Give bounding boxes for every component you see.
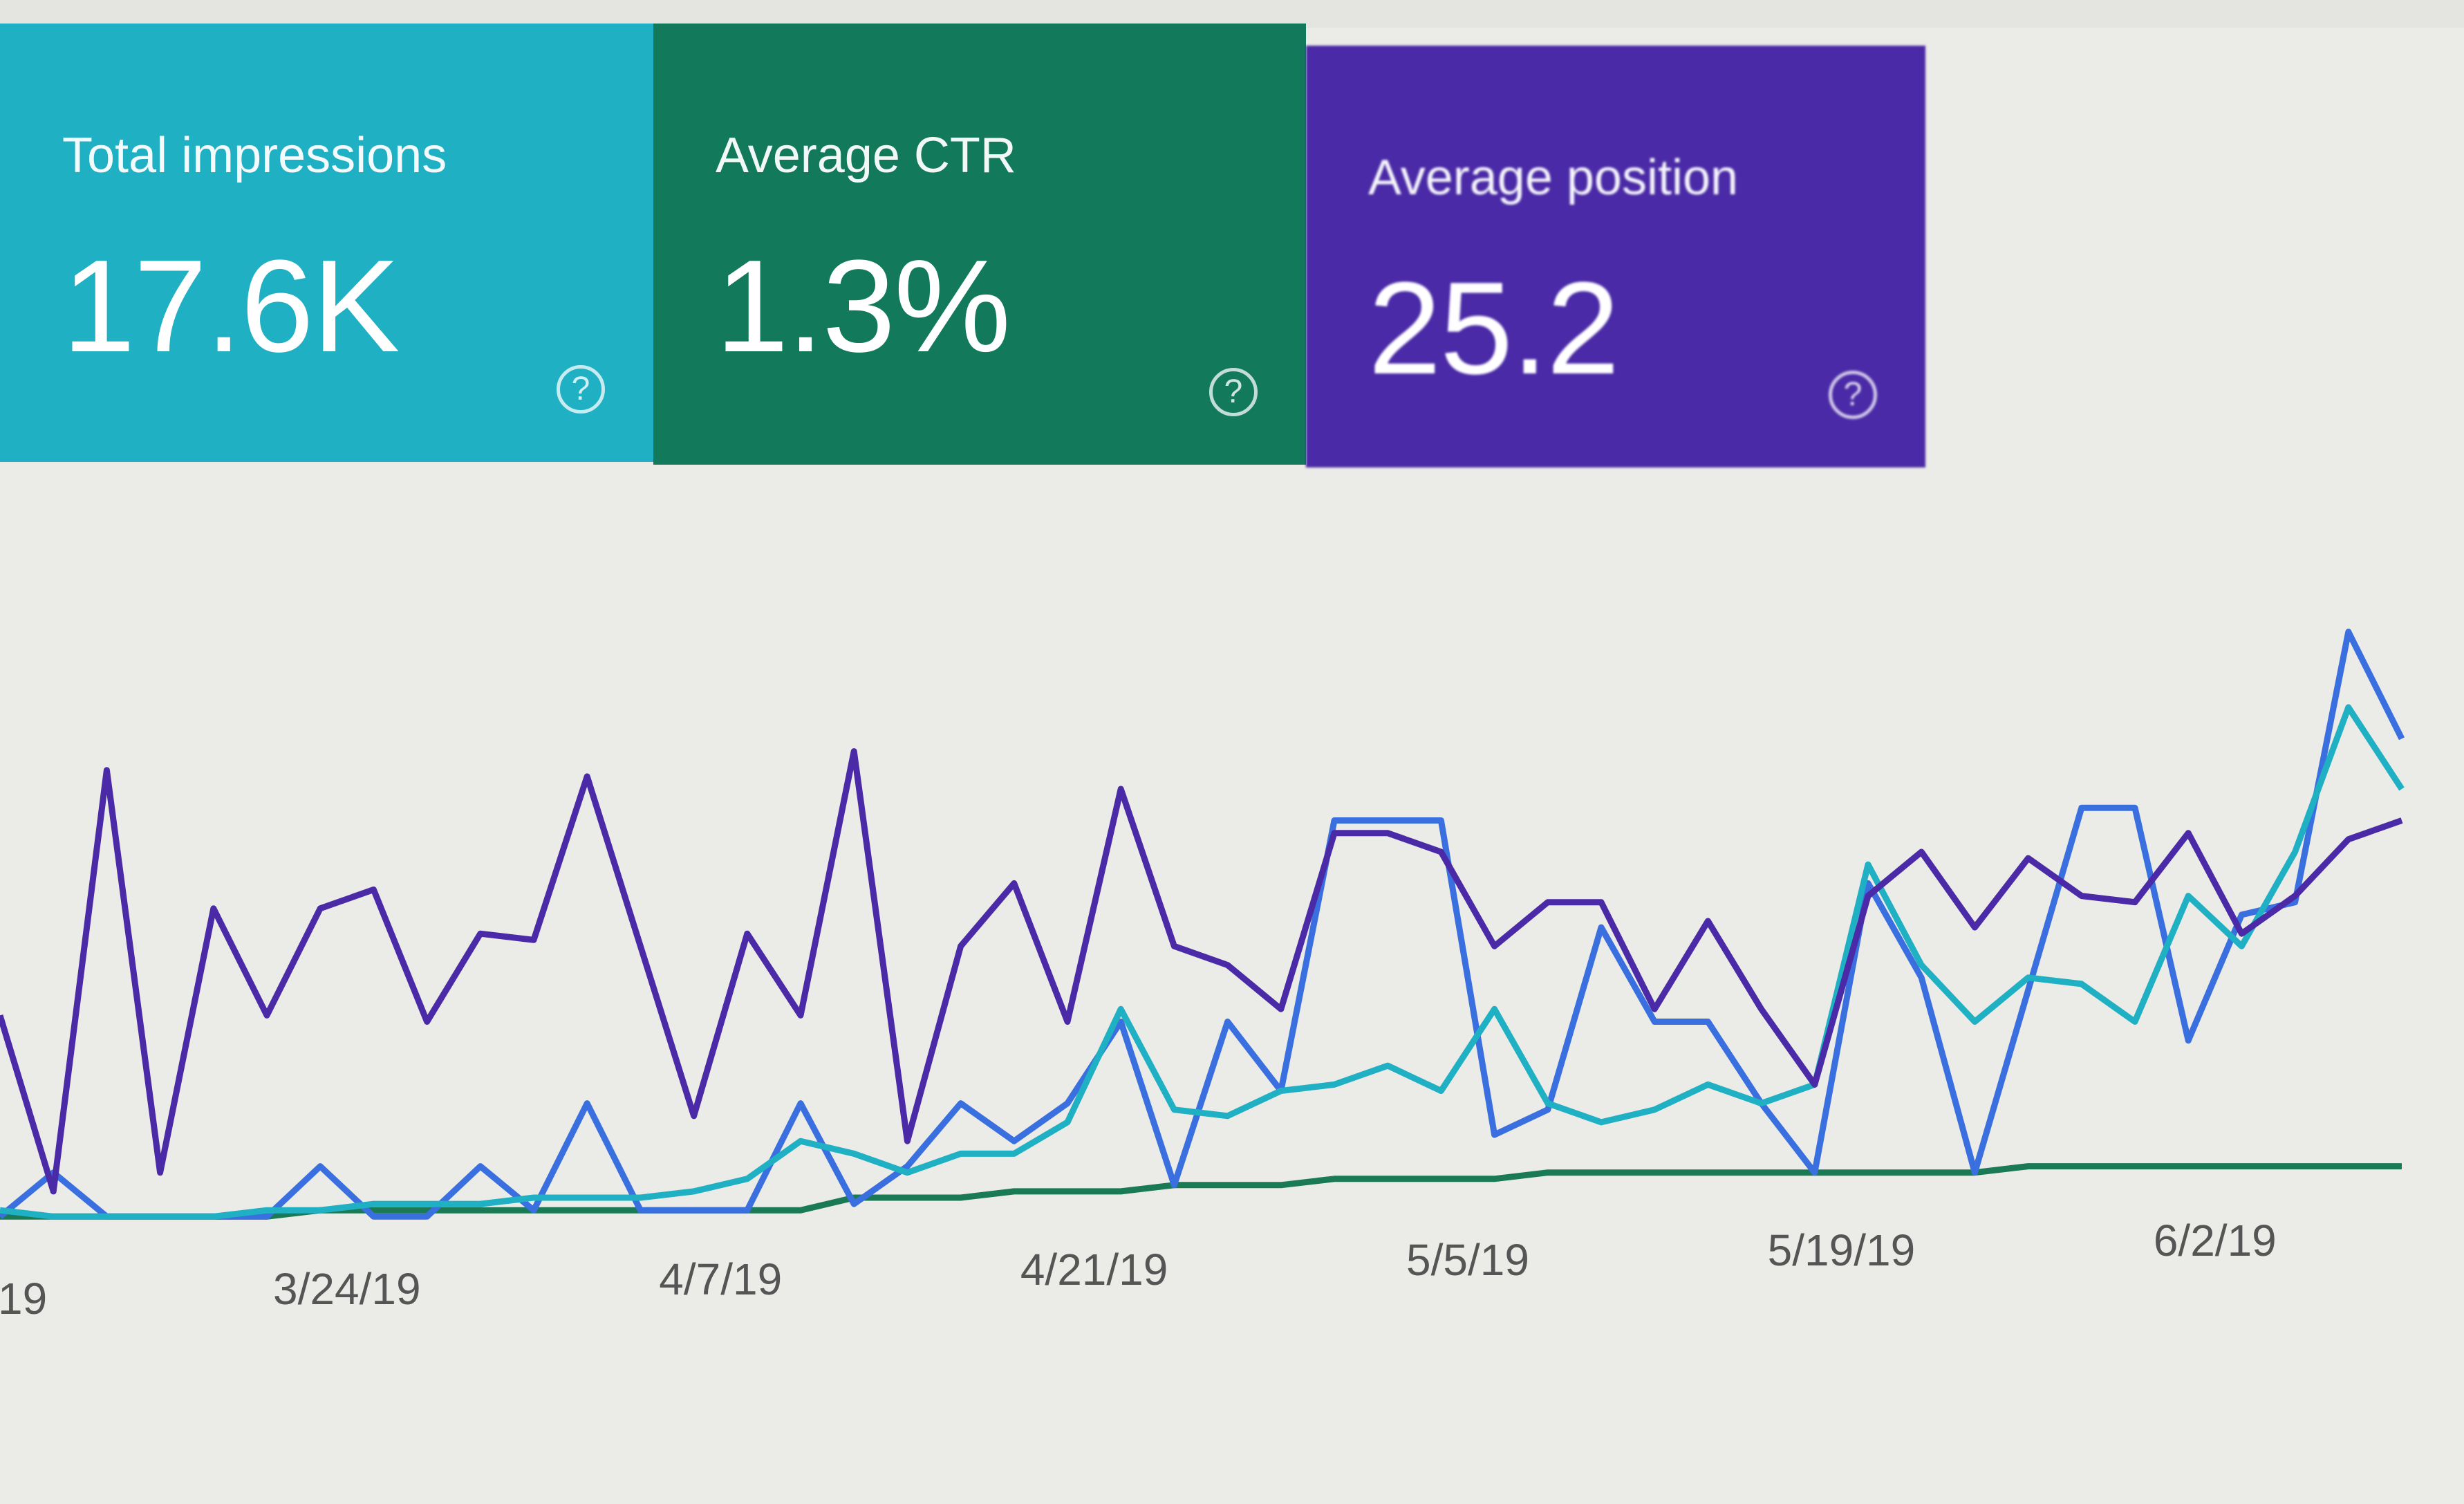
average-position-card[interactable]: Average position 25.2 ? [1306, 46, 1925, 467]
card-label: Average CTR [716, 128, 1016, 183]
help-circle-icon[interactable]: ? [1209, 368, 1258, 416]
card-value: 17.6K [62, 233, 400, 380]
x-tick-label: 5/19/19 [1768, 1225, 1916, 1275]
x-tick-label: 5/5/19 [1406, 1235, 1529, 1285]
series-line-0 [0, 748, 2403, 1195]
x-tick-label: 3/24/19 [273, 1264, 421, 1314]
total-impressions-card[interactable]: Total impressions 17.6K ? [0, 24, 653, 462]
x-tick-label: 4/7/19 [659, 1254, 782, 1304]
card-label: Average position [1368, 150, 1739, 205]
average-ctr-card[interactable]: Average CTR 1.3% ? [653, 24, 1306, 465]
x-tick-label: 6/2/19 [2154, 1216, 2277, 1265]
card-value: 25.2 [1368, 255, 1620, 402]
x-tick-label: 3/10/19 [0, 1274, 47, 1324]
screen-top-edge [0, 0, 2464, 28]
help-circle-icon[interactable]: ? [557, 365, 605, 414]
series-line-2 [0, 629, 2405, 1220]
series-line-3 [0, 1163, 2402, 1220]
card-value: 1.3% [716, 233, 1011, 380]
help-circle-icon[interactable]: ? [1829, 371, 1877, 419]
card-label: Total impressions [62, 128, 447, 183]
x-tick-label: 4/21/19 [1020, 1245, 1168, 1294]
series-line-1 [0, 704, 2405, 1220]
